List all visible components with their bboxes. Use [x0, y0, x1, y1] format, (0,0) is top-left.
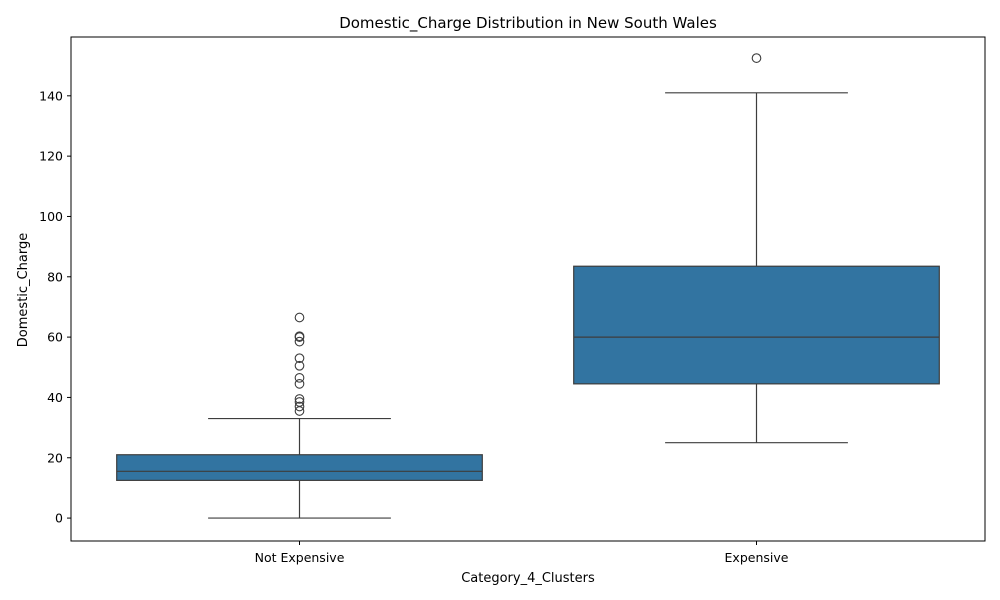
x-tick-label: Not Expensive [255, 550, 345, 565]
outlier-point [294, 312, 305, 323]
x-tick-label: Expensive [725, 550, 789, 565]
box-group-0 [116, 312, 483, 519]
y-tick-label: 80 [47, 269, 63, 284]
plot-frame [70, 36, 986, 542]
y-tick-label: 0 [55, 511, 63, 526]
y-tick-label: 20 [47, 450, 63, 465]
y-tick-label: 100 [39, 209, 63, 224]
outlier-point [294, 379, 305, 389]
outlier-point [294, 394, 305, 404]
outlier-point [294, 331, 305, 342]
outlier-point [294, 372, 305, 383]
iqr-box [573, 265, 940, 385]
outlier-point [294, 401, 305, 412]
outlier-point [751, 53, 762, 63]
y-tick-label: 60 [47, 330, 63, 345]
y-axis: 0 20 40 60 80 100 120 140 [39, 88, 71, 526]
box-group-1 [573, 53, 940, 444]
outlier-point [294, 397, 305, 407]
outlier-point [294, 336, 305, 347]
chart-title: Domestic_Charge Distribution in New Sout… [339, 14, 717, 33]
plot-area [116, 53, 940, 519]
y-axis-label: Domestic_Charge [16, 233, 31, 347]
y-tick-label: 40 [47, 390, 63, 405]
y-tick-label: 120 [39, 149, 63, 164]
x-axis: Not Expensive Expensive [255, 541, 789, 565]
outlier-point [294, 353, 305, 364]
x-axis-label: Category_4_Clusters [461, 571, 595, 586]
iqr-box [116, 454, 483, 481]
y-tick-label: 140 [39, 88, 63, 103]
outlier-point [294, 360, 305, 371]
